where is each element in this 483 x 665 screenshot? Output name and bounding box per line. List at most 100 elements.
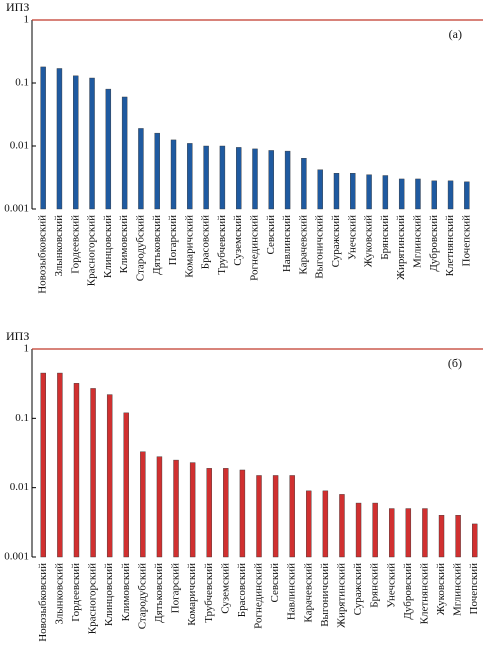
bar <box>140 451 146 558</box>
x-tick-label: Унечский <box>385 563 397 608</box>
x-tick-label: Красногорский <box>87 563 99 634</box>
bar <box>301 158 307 210</box>
bar <box>173 459 179 558</box>
x-tick-label: Дятьковский <box>151 215 163 275</box>
bar <box>170 139 177 210</box>
x-tick-label: Стародубский <box>136 563 148 629</box>
bar <box>105 88 112 210</box>
bar <box>89 77 95 210</box>
x-tick-label: Гордеевский <box>69 215 81 274</box>
x-tick-label: Жуковский <box>363 215 375 267</box>
bar <box>106 394 113 558</box>
x-tick-label: Клинцовский <box>103 563 115 626</box>
x-tick-label: Трубчевский <box>203 563 215 623</box>
bar <box>372 502 378 558</box>
y-tick-label: 0.01 <box>10 481 29 493</box>
x-tick-label: Рогнединский <box>253 563 265 629</box>
bar <box>73 383 80 558</box>
bar <box>322 490 329 558</box>
bar <box>90 388 96 558</box>
x-tick-label: Суражский <box>330 215 342 267</box>
x-tick-label: Гордеевский <box>70 563 82 622</box>
y-tick-label: 0.01 <box>10 140 29 152</box>
x-tick-label: Жуковский <box>435 563 447 615</box>
x-tick-label: Комаричский <box>183 215 195 278</box>
x-tick-label: Карачевский <box>297 215 309 275</box>
bar <box>154 132 160 210</box>
x-tick-label: Выгоничский <box>319 563 331 627</box>
bar <box>272 475 279 558</box>
bar <box>223 468 229 558</box>
bar <box>268 150 274 210</box>
x-tick-label: Брянский <box>379 215 391 260</box>
x-tick-label: Мглинский <box>452 563 464 616</box>
x-tick-label: Красногорский <box>86 215 98 286</box>
y-tick-label: 0.001 <box>4 551 29 563</box>
x-tick-label: Дубровский <box>402 563 414 620</box>
bar <box>355 502 362 558</box>
bar <box>366 174 372 210</box>
x-tick-label: Брасовский <box>236 563 248 617</box>
x-tick-label: Климовский <box>120 563 132 621</box>
bar <box>40 66 46 210</box>
bar <box>447 180 454 210</box>
bar <box>350 173 356 210</box>
bar <box>405 508 412 558</box>
bar <box>422 508 428 558</box>
y-tick-label: 1 <box>24 14 30 26</box>
bar <box>431 180 437 210</box>
y-tick-label: 0.1 <box>15 412 29 424</box>
x-tick-label: Злынковский <box>53 215 65 277</box>
bar <box>438 515 445 558</box>
bar <box>239 469 246 558</box>
x-tick-label: Суземский <box>232 215 244 266</box>
y-tick-label: 1 <box>24 343 30 355</box>
x-tick-label: Мглинский <box>411 215 423 268</box>
bar <box>284 150 291 210</box>
x-tick-label: Брасовский <box>200 215 212 269</box>
panel-label: (б) <box>448 356 462 370</box>
x-tick-label: Унечский <box>346 215 358 260</box>
x-tick-label: Погарский <box>170 563 182 613</box>
bar <box>40 372 46 558</box>
bar <box>123 412 129 558</box>
bar <box>189 462 196 558</box>
bar <box>472 523 478 558</box>
x-tick-label: Клинцовский <box>102 215 114 278</box>
x-tick-label: Климовский <box>118 215 130 273</box>
bar <box>415 178 421 210</box>
x-tick-label: Карачевский <box>302 563 314 623</box>
x-tick-label: Дубровский <box>428 215 440 272</box>
x-tick-label: Брянский <box>369 563 381 608</box>
bar <box>156 456 163 558</box>
x-tick-label: Суземский <box>219 563 231 614</box>
bar <box>219 145 226 210</box>
x-tick-label: Навлинский <box>281 215 293 272</box>
x-tick-label: Новозыбковский <box>37 215 49 294</box>
x-tick-label: Выгоничский <box>314 215 326 279</box>
bar <box>306 490 312 558</box>
bar <box>206 468 212 558</box>
panel-label: (а) <box>449 27 462 41</box>
y-tick-label: 0.001 <box>4 203 29 215</box>
bar <box>57 372 63 558</box>
bar <box>203 145 209 210</box>
bar <box>56 68 63 210</box>
x-tick-label: Злынковский <box>53 563 65 625</box>
y-tick-label: 0.1 <box>15 77 29 89</box>
bar <box>398 178 405 210</box>
bar <box>289 475 295 558</box>
bar <box>333 173 340 210</box>
bar <box>464 181 470 210</box>
bar <box>73 75 79 210</box>
x-tick-label: Клетнянский <box>418 563 430 624</box>
bar <box>339 494 345 558</box>
bar <box>138 128 144 210</box>
x-tick-label: Комаричский <box>186 563 198 626</box>
x-tick-label: Клетнянский <box>444 215 456 276</box>
x-tick-label: Жирятинский <box>395 215 407 280</box>
x-tick-label: Почепский <box>460 215 472 267</box>
bar <box>455 515 461 558</box>
x-tick-label: Рогнединский <box>249 215 261 281</box>
bar <box>317 169 323 210</box>
